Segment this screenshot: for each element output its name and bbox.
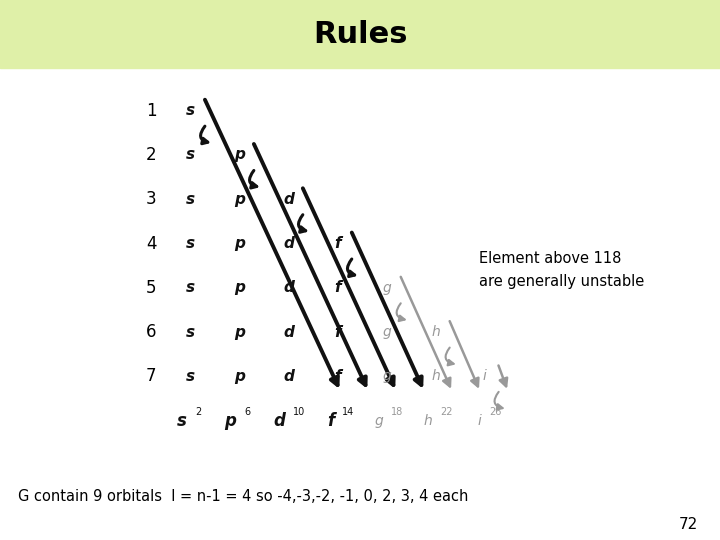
Text: f: f <box>327 411 334 430</box>
Text: s: s <box>186 369 195 384</box>
Text: p: p <box>225 411 236 430</box>
Text: f: f <box>334 369 341 384</box>
Text: Element above 118
are generally unstable: Element above 118 are generally unstable <box>479 251 644 289</box>
Text: 4: 4 <box>146 234 156 253</box>
Text: d: d <box>283 192 294 207</box>
Text: 1: 1 <box>146 102 156 120</box>
Text: i: i <box>482 369 487 383</box>
Text: 2: 2 <box>146 146 156 164</box>
Text: h: h <box>431 369 440 383</box>
Text: s: s <box>186 280 195 295</box>
Text: d: d <box>283 325 294 340</box>
Text: 5: 5 <box>146 279 156 297</box>
Text: 3: 3 <box>146 190 156 208</box>
Text: 10: 10 <box>293 407 305 417</box>
Text: p: p <box>234 325 246 340</box>
Text: p: p <box>234 369 246 384</box>
Text: 18: 18 <box>391 407 403 417</box>
Text: s: s <box>177 411 187 430</box>
Text: 26: 26 <box>489 407 501 417</box>
Text: p: p <box>234 236 246 251</box>
Text: f: f <box>334 236 341 251</box>
Text: i: i <box>477 414 481 428</box>
Text: s: s <box>186 192 195 207</box>
Text: g: g <box>382 325 391 339</box>
Text: 6: 6 <box>244 407 251 417</box>
Text: g: g <box>382 281 391 295</box>
Text: s: s <box>186 325 195 340</box>
Text: Rules: Rules <box>312 19 408 49</box>
Text: 6: 6 <box>146 323 156 341</box>
Text: 14: 14 <box>342 407 354 417</box>
Text: 7: 7 <box>146 367 156 386</box>
Text: 22: 22 <box>440 407 452 417</box>
Text: f: f <box>334 280 341 295</box>
Text: d: d <box>283 369 294 384</box>
Text: s: s <box>186 103 195 118</box>
Text: s: s <box>186 147 195 163</box>
Text: d: d <box>274 411 285 430</box>
Text: g: g <box>374 414 383 428</box>
Text: G contain 9 orbitals  l = n-1 = 4 so -4,-3,-2, -1, 0, 2, 3, 4 each: G contain 9 orbitals l = n-1 = 4 so -4,-… <box>18 489 469 504</box>
Text: p: p <box>234 147 246 163</box>
FancyBboxPatch shape <box>0 0 720 68</box>
Text: g: g <box>382 369 391 383</box>
Text: s: s <box>186 236 195 251</box>
Text: 72: 72 <box>679 517 698 532</box>
Text: p: p <box>234 280 246 295</box>
Text: f: f <box>334 325 341 340</box>
Text: d: d <box>283 280 294 295</box>
Text: h: h <box>423 414 432 428</box>
Text: 2: 2 <box>195 407 202 417</box>
Text: h: h <box>431 325 440 339</box>
Text: d: d <box>283 236 294 251</box>
Text: p: p <box>234 192 246 207</box>
